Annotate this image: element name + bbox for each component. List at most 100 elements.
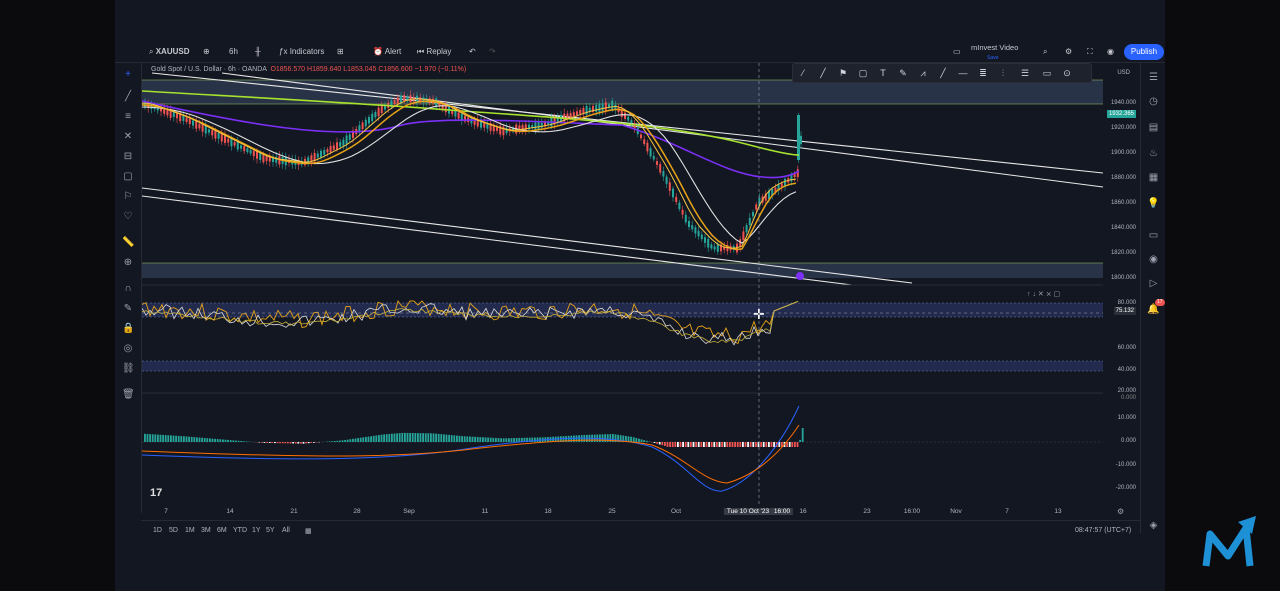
note-draw-icon[interactable]: ▭ (1042, 68, 1052, 78)
range-button[interactable]: 1Y (252, 527, 261, 534)
macd-bar (328, 441, 331, 442)
ideas-icon[interactable]: 💡 (1147, 198, 1160, 209)
ray-draw-icon[interactable]: ╱ (940, 68, 946, 78)
trend-draw-icon[interactable]: ╱ (820, 68, 826, 78)
macd-bar (536, 437, 539, 442)
templates-icon[interactable]: ⊞ (337, 47, 344, 56)
macd-bar (768, 442, 770, 447)
zoom-icon[interactable]: ⊕ (123, 257, 133, 268)
ruler-icon[interactable]: 📏 (122, 237, 135, 248)
fib-draw-icon[interactable]: ≣ (979, 68, 987, 78)
brush-draw-icon[interactable]: ✎ (899, 68, 907, 78)
candle-body (678, 202, 681, 210)
playback-icon[interactable]: ▷ (1149, 278, 1158, 289)
range-draw-icon[interactable]: ☰ (1020, 68, 1030, 78)
date-range-icon[interactable]: ▦ (305, 528, 312, 535)
time-axis[interactable]: 7 14 21 28 Sep 11 18 25 Oct Tue 10 Oct '… (141, 505, 1103, 519)
layout-button[interactable]: ▭ (953, 45, 961, 59)
cursor-draw-icon[interactable]: ⁄ (802, 68, 804, 78)
range-button[interactable]: 1M (185, 527, 195, 534)
forecast-icon[interactable]: ⊟ (123, 151, 133, 162)
range-button[interactable]: YTD (233, 527, 247, 534)
compare-icon[interactable]: ⊕ (203, 47, 210, 56)
replay-button[interactable]: ⏮ Replay (417, 47, 452, 56)
channel-upper-line-1[interactable] (151, 72, 1103, 174)
pencil-lock-icon[interactable]: ✎ (123, 303, 133, 314)
clock-label[interactable]: 08:47:57 (UTC+7) (1075, 527, 1132, 534)
fullscreen-icon[interactable]: ⛶ (1087, 47, 1093, 56)
fib-icon[interactable]: ≡ (125, 111, 131, 122)
favorite-icon[interactable]: ♡ (123, 211, 133, 222)
range-button[interactable]: All (282, 527, 290, 534)
watchlist-icon[interactable]: ☰ (1149, 72, 1158, 83)
currency-label[interactable]: USD (1117, 70, 1130, 76)
alerts-clock-icon[interactable]: ◷ (1149, 96, 1158, 107)
range-button[interactable]: 6M (217, 527, 227, 534)
quick-search-icon[interactable]: ⌕ (1043, 47, 1048, 56)
time-tick: Nov (950, 508, 962, 515)
macd-bar (383, 434, 385, 442)
lock-icon[interactable]: 🔒 (122, 323, 135, 334)
calendar-icon[interactable]: ▦ (1148, 172, 1159, 183)
channel-draw-icon[interactable]: ⫶ (1001, 68, 1005, 78)
alert-button[interactable]: ⏰ Alert (373, 47, 402, 56)
pane-controls-icons[interactable]: ↑ ↓ ✕ ⨯ ▢ (1027, 291, 1060, 298)
camera-icon[interactable]: ◉ (1107, 47, 1114, 56)
macd-line (142, 405, 800, 492)
publish-button[interactable]: Publish (1124, 44, 1164, 60)
rect-draw-icon[interactable]: ▢ (858, 68, 868, 78)
channel-upper-line-2[interactable] (221, 72, 1103, 188)
left-drawing-toolbar: + ╱ ≡ ✕ ⊟ ▢ ⚐ ♡ 📏 ⊕ ∩ ✎ 🔒 ◎ ⛓ 🗑 (115, 63, 142, 513)
axis-settings-icon[interactable]: ⚙ (1117, 507, 1125, 516)
hline-draw-icon[interactable]: — (958, 68, 968, 78)
macd-bar (385, 434, 388, 442)
layers-icon[interactable]: ◈ (1149, 520, 1158, 531)
symbol-title[interactable]: Gold Spot / U.S. Dollar · 6h · OANDA (151, 66, 267, 73)
channel-lower-line-1[interactable] (142, 187, 913, 284)
alert-marker[interactable] (796, 272, 804, 280)
channel-lower-line-2[interactable] (142, 195, 853, 286)
range-button[interactable]: 5Y (266, 527, 275, 534)
chat-icon[interactable]: ▭ (1148, 230, 1159, 241)
trash-icon[interactable]: 🗑 (122, 389, 135, 400)
range-button[interactable]: 5D (169, 527, 178, 534)
candle-body (464, 115, 466, 122)
hotlist-icon[interactable]: ♨ (1149, 148, 1158, 159)
eye-icon[interactable]: ◎ (123, 343, 133, 354)
range-button[interactable]: 3M (201, 527, 211, 534)
range-button[interactable]: 1D (153, 527, 162, 534)
settings-icon[interactable]: ⚙ (1065, 47, 1073, 56)
path-draw-icon[interactable]: ⩘ (920, 68, 926, 78)
more-draw-icon[interactable]: ⊙ (1063, 68, 1071, 78)
close-value: C1856.600 (378, 66, 413, 73)
streams-icon[interactable]: ◉ (1149, 254, 1158, 265)
undo-icon[interactable]: ↶ (469, 47, 476, 56)
macd-bar (664, 442, 666, 446)
layout-name[interactable]: mInvest Video Save (971, 43, 1019, 61)
notifications-icon[interactable]: 🔔 (1147, 304, 1160, 315)
magnet-icon[interactable]: ∩ (124, 283, 132, 294)
text-icon[interactable]: ⚐ (123, 191, 133, 202)
price-tick: 1880.000 (1110, 175, 1136, 181)
text-draw-icon[interactable]: T (880, 68, 886, 78)
redo-icon[interactable]: ↷ (489, 47, 496, 56)
news-icon[interactable]: ▤ (1148, 122, 1159, 133)
symbol-search[interactable]: ⌕ XAUUSD (149, 47, 190, 56)
layout-icon: ▭ (953, 47, 961, 56)
pattern-icon[interactable]: ✕ (123, 131, 133, 142)
macd-bar (669, 442, 671, 447)
price-axis[interactable]: USD 1940.000 1932.365 1920.000 1900.000 … (1103, 63, 1140, 505)
macd-bar (653, 442, 656, 443)
chart-canvas[interactable]: ✛ ↑ ↓ ✕ ⨯ ▢ 17 (142, 63, 1103, 505)
macd-bar (354, 438, 357, 442)
link-icon[interactable]: ⛓ (122, 363, 135, 374)
candle-body (262, 153, 265, 163)
macd-bar (456, 435, 458, 442)
shape-icon[interactable]: ▢ (123, 171, 133, 182)
indicators-button[interactable]: ƒx Indicators (279, 47, 325, 56)
interval-button[interactable]: 6h (229, 47, 238, 56)
trendline-icon[interactable]: ╱ (124, 91, 132, 102)
candle-type-icon[interactable]: ╫ (255, 47, 261, 56)
crosshair-icon[interactable]: + (125, 69, 131, 80)
flag-draw-icon[interactable]: ⚑ (838, 68, 848, 78)
